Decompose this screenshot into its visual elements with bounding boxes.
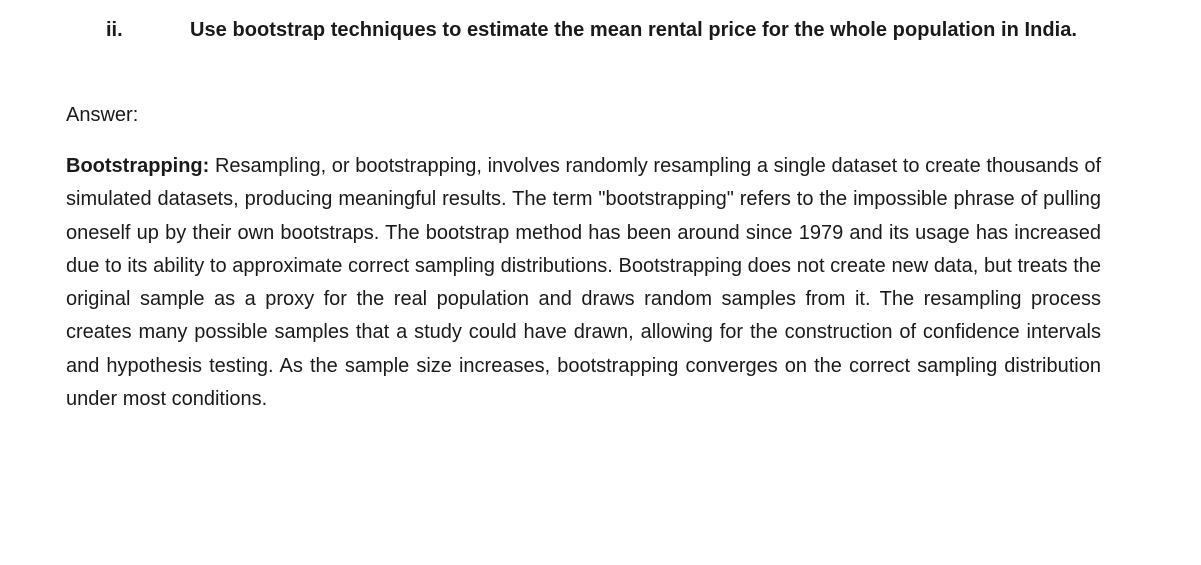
answer-text: Resampling, or bootstrapping, involves r… [66, 155, 1101, 411]
answer-term: Bootstrapping: [66, 155, 210, 177]
question-number: ii. [106, 19, 123, 41]
question-text: Use bootstrap techniques to estimate the… [190, 19, 1077, 41]
answer-label: Answer: [66, 104, 139, 126]
answer-paragraph: Bootstrapping: Resampling, or bootstrapp… [66, 150, 1101, 416]
